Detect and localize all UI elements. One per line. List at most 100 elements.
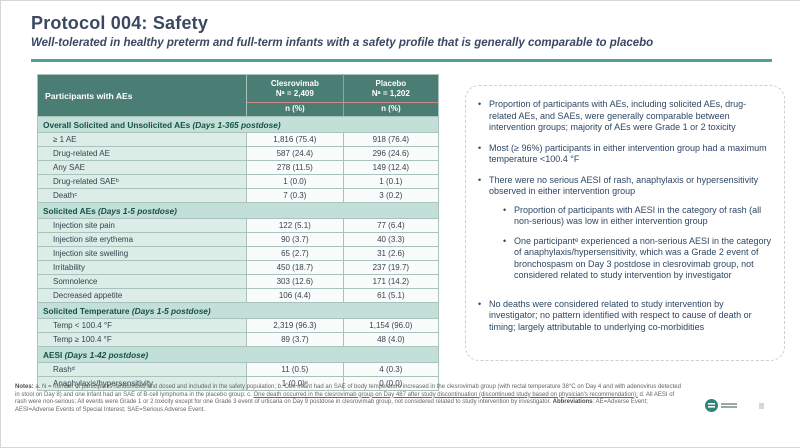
bullet-icon: • [503,235,507,246]
table-row: Drug-related SAEᵇ 1 (0.0) 1 (0.1) [37,174,440,189]
bullet-icon: • [478,142,482,153]
section-label: Solicited Temperature (Days 1-5 postdose… [37,302,439,319]
placebo-value: 61 (5.1) [342,288,440,303]
row-label: Injection site swelling [37,246,247,261]
clesrovimab-value: 2,319 (96.3) [246,318,344,333]
table-row: Somnolence 303 (12.6) 171 (14.2) [37,274,440,289]
placebo-group-unit: n (%) [343,102,438,116]
table-header-placebo: Placebo Nᵃ = 1,202 n (%) [342,74,440,117]
row-label: Temp < 100.4 °F [37,318,247,333]
clesrovimab-value: 65 (2.7) [246,246,344,261]
row-label: Injection site erythema [37,232,247,247]
table-row: ≥ 1 AE 1,816 (75.4) 918 (76.4) [37,132,440,147]
row-label: Somnolence [37,274,247,289]
table-row: Injection site swelling 65 (2.7) 31 (2.6) [37,246,440,261]
clesrovimab-value: 7 (0.3) [246,188,344,203]
table-section-row: AESI (Days 1-42 postdose) [37,346,439,363]
row-label: Anaphylaxis/hypersensitivity [37,376,247,391]
row-label: Rashᵈ [37,362,247,377]
clesrovimab-value: 106 (4.4) [246,288,344,303]
bullet-icon: • [478,174,482,185]
row-label: Any SAE [37,160,247,175]
clesrovimab-value: 89 (3.7) [246,332,344,347]
table-row: Rashᵈ 11 (0.5) 4 (0.3) [37,362,440,377]
placebo-value: 40 (3.3) [342,232,440,247]
section-label: AESI (Days 1-42 postdose) [37,346,439,363]
table-row: Temp ≥ 100.4 °F 89 (3.7) 48 (4.0) [37,332,440,347]
clesrovimab-group-unit: n (%) [247,102,343,116]
placebo-value: 77 (6.4) [342,218,440,233]
ae-table-body: Overall Solicited and Unsolicited AEs (D… [37,116,440,391]
clesrovimab-value: 303 (12.6) [246,274,344,289]
placebo-value: 1 (0.1) [342,174,440,189]
placebo-value: 31 (2.6) [342,246,440,261]
placebo-value: 1,154 (96.0) [342,318,440,333]
row-label: ≥ 1 AE [37,132,247,147]
summary-bullet-list: • Proportion of participants with AEs, in… [478,99,772,333]
clesrovimab-value: 450 (18.7) [246,260,344,275]
page-title: Protocol 004: Safety [31,13,209,33]
clesrovimab-group-n: Nᵃ = 2,409 [275,89,314,98]
clesrovimab-value: 122 (5.1) [246,218,344,233]
section-label: Overall Solicited and Unsolicited AEs (D… [37,116,439,133]
company-logo-icon [705,399,718,412]
placebo-value: 0 (0.0) [342,376,440,391]
row-label: Injection site pain [37,218,247,233]
slide-number [759,403,764,409]
row-label: Decreased appetite [37,288,247,303]
sub-bullet-list: • Proportion of participants with AESI in… [503,205,772,282]
placebo-value: 3 (0.2) [342,188,440,203]
bullet-text: Proportion of participants with AESI in … [514,204,762,227]
note-text: d. All AESI of rash were non-serious; Al… [15,391,675,406]
table-row: Injection site pain 122 (5.1) 77 (6.4) [37,218,440,233]
bullet-text: Most (≥ 96%) participants in either inte… [489,142,767,165]
clesrovimab-value: 1,816 (75.4) [246,132,344,147]
row-label: Drug-related SAEᵇ [37,174,247,189]
row-label: Drug-related AE [37,146,247,161]
footer [705,399,737,412]
table-header-participants: Participants with AEs [37,74,247,117]
table-row: Anaphylaxis/hypersensitivity 1 (0.0)ᵉ 0 (0… [37,376,440,391]
clesrovimab-value: 1 (0.0)ᵉ [246,376,344,391]
clesrovimab-group-name: Clesrovimab [270,79,319,88]
bullet-text: One participantᵉ experienced a non-serio… [514,235,771,281]
row-label: Temp ≥ 100.4 °F [37,332,247,347]
list-item: • There were no serious AESI of rash, ana… [478,175,772,290]
row-label: Irritability [37,260,247,275]
table-section-row: Solicited Temperature (Days 1-5 postdose… [37,302,439,319]
clesrovimab-value: 278 (11.5) [246,160,344,175]
company-logo-text [721,402,737,409]
placebo-group-n: Nᵃ = 1,202 [371,89,410,98]
bullet-text: Proportion of participants with AEs, inc… [489,99,747,132]
table-row: Injection site erythema 90 (3.7) 40 (3.3) [37,232,440,247]
placebo-value: 149 (12.4) [342,160,440,175]
list-item: • No deaths were considered related to st… [478,299,772,334]
table-row: Decreased appetite 106 (4.4) 61 (5.1) [37,288,440,303]
page-subtitle: Well-tolerated in healthy preterm and fu… [31,37,654,49]
title-block: Protocol 004: Safety Well-tolerated in h… [31,13,771,49]
bullet-icon: • [478,298,482,309]
summary-panel: • Proportion of participants with AEs, in… [465,85,785,361]
ae-table: Participants with AEs Clesrovimab Nᵃ = 2… [37,74,440,391]
bullet-text: There were no serious AESI of rash, anap… [489,174,772,282]
note-text: : AE=Adverse Event; AESI=Adverse Events … [15,399,648,413]
table-section-row: Solicited AEs (Days 1-5 postdose) [37,202,439,219]
clesrovimab-value: 11 (0.5) [246,362,344,377]
table-row: Deathᶜ 7 (0.3) 3 (0.2) [37,188,440,203]
clesrovimab-value: 90 (3.7) [246,232,344,247]
note-highlighted-text: One death occurred in the clesrovimab gr… [253,391,638,398]
table-section-row: Overall Solicited and Unsolicited AEs (D… [37,116,439,133]
clesrovimab-value: 1 (0.0) [246,174,344,189]
list-item: • Proportion of participants with AEs, in… [478,99,772,134]
divider-rule [31,59,772,62]
note-text: Notes: [15,384,34,390]
table-row: Drug-related AE 587 (24.4) 296 (24.6) [37,146,440,161]
placebo-value: 296 (24.6) [342,146,440,161]
list-item: • One participantᵉ experienced a non-seri… [503,236,772,282]
table-row: Any SAE 278 (11.5) 149 (12.4) [37,160,440,175]
placebo-value: 4 (0.3) [342,362,440,377]
note-text: a. N = number of participants randomized… [15,384,681,398]
clesrovimab-value: 587 (24.4) [246,146,344,161]
placebo-group-name: Placebo [375,79,407,88]
